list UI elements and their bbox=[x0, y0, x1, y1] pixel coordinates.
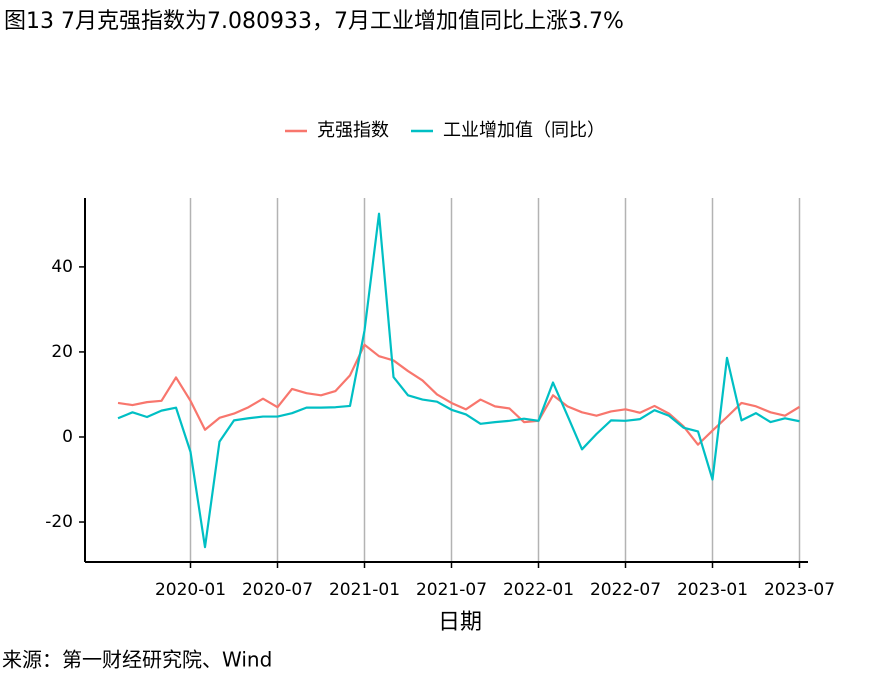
x-tick-label: 2020-07 bbox=[242, 580, 313, 600]
legend-label: 工业增加值（同比） bbox=[443, 120, 605, 141]
x-tick-label: 2023-07 bbox=[764, 580, 835, 600]
y-tick-label: 20 bbox=[51, 342, 73, 362]
y-tick-label: -20 bbox=[45, 512, 73, 532]
x-tick-label: 2020-01 bbox=[155, 580, 226, 600]
x-tick-label: 2022-01 bbox=[503, 580, 574, 600]
y-tick-label: 40 bbox=[51, 257, 73, 277]
x-tick-label: 2021-07 bbox=[416, 580, 487, 600]
series-line bbox=[117, 343, 801, 446]
title: 图13 7月克强指数为7.080933，7月工业增加值同比上涨3.7% bbox=[4, 9, 624, 34]
x-tick-label: 2021-01 bbox=[329, 580, 400, 600]
x-tick-label: 2023-01 bbox=[677, 580, 748, 600]
series-line bbox=[117, 212, 800, 549]
x-tick-label: 2022-07 bbox=[590, 580, 661, 600]
y-tick-label: 0 bbox=[62, 427, 73, 447]
legend-label: 克强指数 bbox=[317, 120, 389, 141]
source: 来源：第一财经研究院、Wind bbox=[2, 648, 272, 672]
x-axis-label: 日期 bbox=[438, 610, 482, 635]
